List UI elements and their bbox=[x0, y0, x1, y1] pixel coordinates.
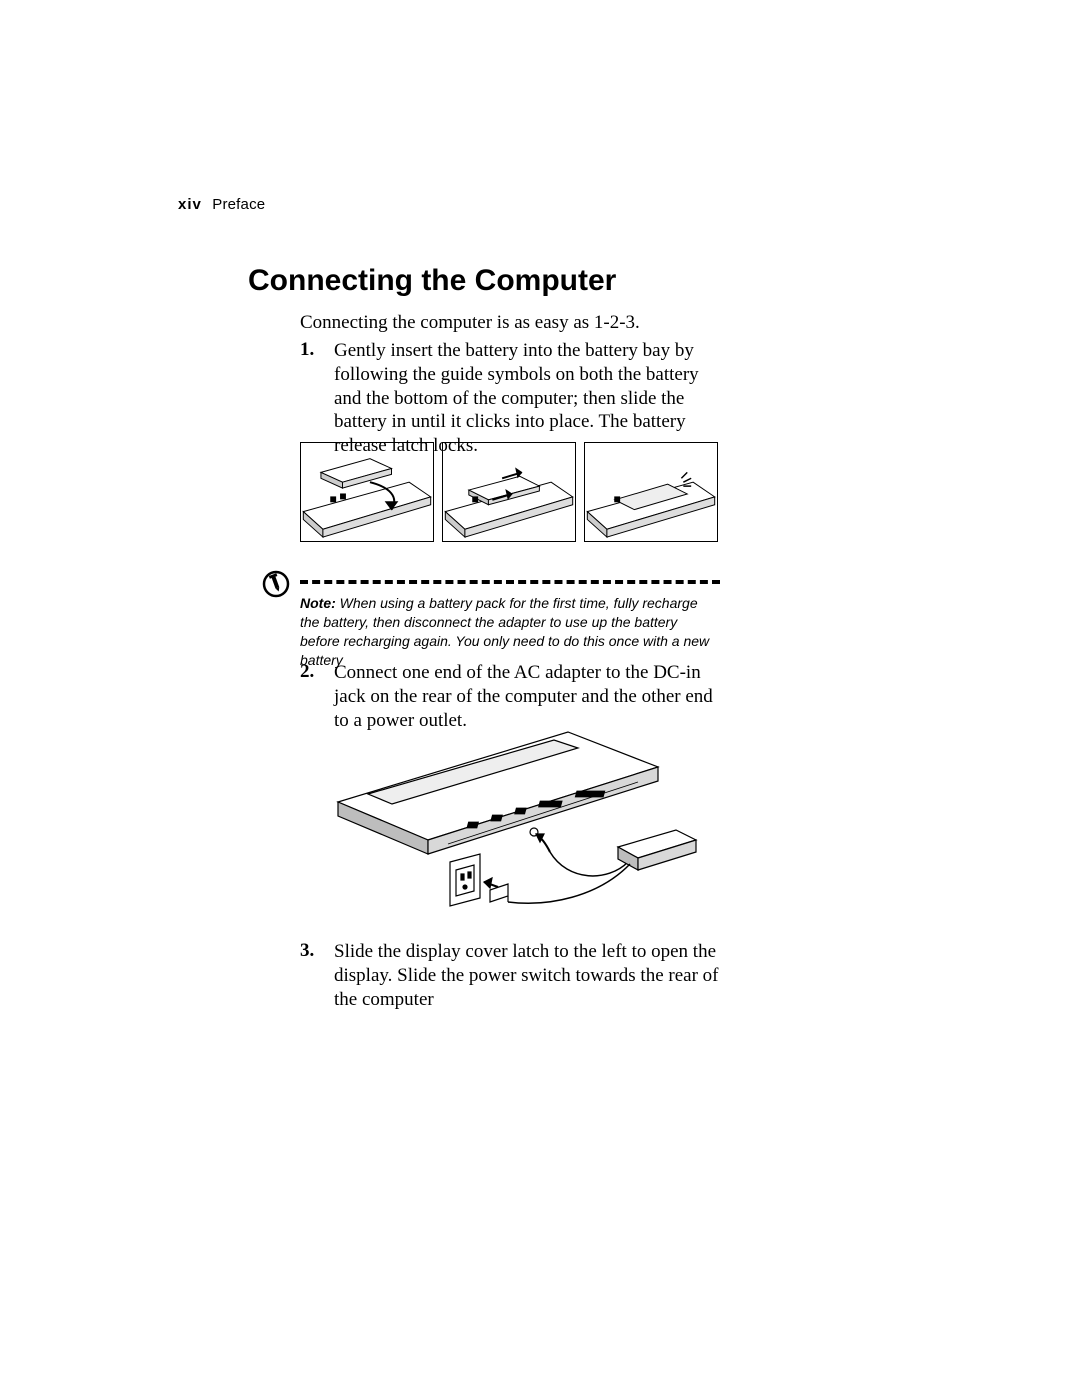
intro-text: Connecting the computer is as easy as 1-… bbox=[300, 312, 640, 334]
note-text: Note: When using a battery pack for the … bbox=[300, 594, 720, 670]
note-divider bbox=[300, 580, 720, 584]
step-2-number: 2. bbox=[300, 661, 314, 683]
note-icon bbox=[262, 570, 290, 598]
note-lead: Note: bbox=[300, 595, 336, 611]
page-number: xiv bbox=[178, 196, 202, 213]
page-title: Connecting the Computer bbox=[248, 264, 616, 298]
battery-panel-1 bbox=[300, 442, 434, 542]
adapter-figure bbox=[298, 712, 716, 922]
step-3-number: 3. bbox=[300, 940, 314, 962]
running-header: xiv Preface bbox=[178, 196, 265, 213]
step-3-text: Slide the display cover latch to the lef… bbox=[334, 940, 720, 1011]
battery-install-figure bbox=[300, 442, 718, 542]
step-1: 1. Gently insert the battery into the ba… bbox=[300, 339, 720, 458]
note-body: When using a battery pack for the first … bbox=[300, 595, 709, 668]
section-name: Preface bbox=[212, 196, 265, 213]
step-1-text: Gently insert the battery into the batte… bbox=[334, 339, 720, 458]
battery-panel-3 bbox=[584, 442, 718, 542]
step-3: 3. Slide the display cover latch to the … bbox=[300, 940, 720, 1011]
document-page: xiv Preface Connecting the Computer Conn… bbox=[0, 0, 1080, 1397]
battery-panel-2 bbox=[442, 442, 576, 542]
step-1-number: 1. bbox=[300, 339, 314, 361]
